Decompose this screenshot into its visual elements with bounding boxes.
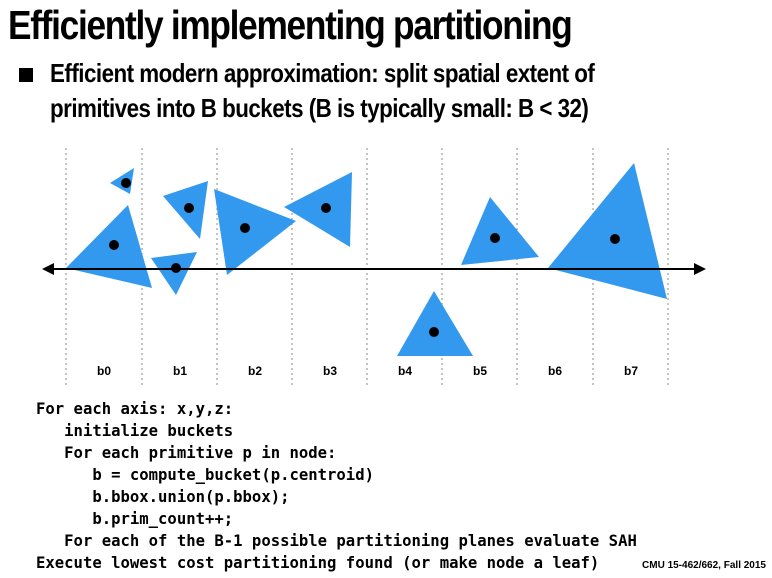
- centroid-dot: [429, 327, 439, 337]
- code-line: b.prim_count++;: [36, 510, 234, 528]
- centroid-dot: [184, 203, 194, 213]
- bullet-marker: [19, 68, 33, 82]
- bucket-label: b5: [473, 364, 487, 378]
- axis-right-arrowhead: [694, 263, 706, 275]
- slide-title: Efficiently implementing partitioning: [8, 2, 573, 48]
- primitive-triangles: [66, 163, 667, 356]
- triangle: [548, 163, 667, 299]
- code-line: b.bbox.union(p.bbox);: [36, 488, 290, 506]
- triangle: [284, 172, 352, 247]
- centroid-dot: [490, 233, 500, 243]
- bullet-text-line-1: Efficient modern approximation: split sp…: [50, 58, 595, 88]
- bucket-partition-diagram: b0 b1 b2 b3 b4 b5 b6 b7: [42, 148, 706, 385]
- code-line: For each axis: x,y,z:: [36, 400, 234, 418]
- code-line: For each of the B-1 possible partitionin…: [36, 532, 637, 550]
- centroid-dot: [121, 178, 131, 188]
- bucket-label: b6: [548, 364, 562, 378]
- triangle: [151, 252, 197, 295]
- bucket-labels: b0 b1 b2 b3 b4 b5 b6 b7: [97, 364, 638, 378]
- code-line: For each primitive p in node:: [36, 444, 337, 462]
- bucket-label: b4: [398, 364, 412, 378]
- centroid-dot: [171, 263, 181, 273]
- pseudocode-block: For each axis: x,y,z: initialize buckets…: [36, 398, 637, 574]
- triangle: [397, 291, 473, 356]
- centroid-dot: [321, 203, 331, 213]
- axis: [42, 263, 706, 275]
- code-line: initialize buckets: [36, 422, 234, 440]
- triangle: [66, 205, 152, 288]
- bucket-label: b2: [248, 364, 262, 378]
- bucket-label: b3: [323, 364, 337, 378]
- centroid-dot: [240, 223, 250, 233]
- centroid-dot: [610, 234, 620, 244]
- triangle: [214, 189, 296, 275]
- code-line: b = compute_bucket(p.centroid): [36, 466, 374, 484]
- bullet-text-line-2: primitives into B buckets (B is typicall…: [50, 93, 589, 123]
- bucket-label: b0: [97, 364, 111, 378]
- triangle: [461, 197, 539, 265]
- footer-course-label: CMU 15-462/662, Fall 2015: [642, 560, 766, 571]
- centroid-dot: [109, 240, 119, 250]
- centroids: [109, 178, 620, 337]
- code-line: Execute lowest cost partitioning found (…: [36, 554, 600, 572]
- axis-left-arrowhead: [42, 263, 54, 275]
- bucket-label: b7: [624, 364, 638, 378]
- bucket-label: b1: [173, 364, 187, 378]
